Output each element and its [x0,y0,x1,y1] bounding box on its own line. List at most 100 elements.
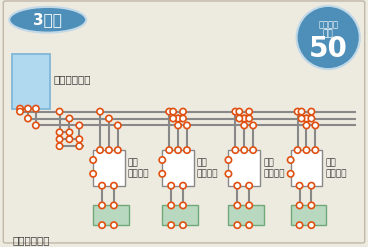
Circle shape [294,147,301,153]
Circle shape [180,183,186,189]
Text: 分岐
ユニット: 分岐 ユニット [128,158,149,178]
Circle shape [308,108,315,115]
Circle shape [184,122,190,129]
Bar [162,206,198,225]
Circle shape [111,202,117,208]
Circle shape [225,157,231,163]
Circle shape [166,147,172,153]
Circle shape [170,115,176,122]
Circle shape [296,222,303,228]
Circle shape [33,105,39,112]
Circle shape [175,122,181,129]
Circle shape [296,183,303,189]
Circle shape [294,108,301,115]
Circle shape [234,202,241,208]
Circle shape [250,122,256,129]
Circle shape [308,202,315,208]
Circle shape [66,115,72,122]
Circle shape [99,183,105,189]
Circle shape [184,147,190,153]
Circle shape [76,136,82,143]
Circle shape [25,105,31,112]
Circle shape [241,115,247,122]
Circle shape [76,143,82,149]
Bar [291,206,326,225]
Circle shape [168,202,174,208]
Circle shape [225,171,231,177]
Circle shape [250,147,256,153]
Circle shape [246,108,252,115]
Circle shape [111,222,117,228]
Circle shape [115,122,121,129]
Circle shape [241,147,247,153]
Circle shape [308,183,315,189]
Circle shape [175,147,181,153]
Circle shape [175,115,181,122]
Circle shape [90,157,96,163]
Circle shape [106,147,112,153]
Circle shape [168,183,174,189]
Circle shape [246,202,252,208]
Text: 50: 50 [309,35,348,63]
Circle shape [303,115,309,122]
Circle shape [90,171,96,177]
Circle shape [76,122,82,129]
Circle shape [97,108,103,115]
Circle shape [297,6,360,69]
Circle shape [56,136,63,143]
Circle shape [303,147,309,153]
Circle shape [232,108,238,115]
Text: 接続箇所: 接続箇所 [318,20,338,29]
Circle shape [241,122,247,129]
Circle shape [17,108,23,115]
Circle shape [168,222,174,228]
Circle shape [232,147,238,153]
Circle shape [312,147,319,153]
Circle shape [180,115,186,122]
Circle shape [17,105,23,112]
Circle shape [66,129,72,136]
Circle shape [166,108,172,115]
Circle shape [298,115,305,122]
Circle shape [97,147,103,153]
Circle shape [99,202,105,208]
Circle shape [180,202,186,208]
Bar [291,150,322,186]
Circle shape [180,108,186,115]
Bar [12,54,50,109]
Text: 室外ユニット: 室外ユニット [54,74,91,84]
Circle shape [25,115,31,122]
Circle shape [287,171,294,177]
Circle shape [296,202,303,208]
Ellipse shape [9,7,86,33]
Circle shape [234,183,241,189]
Circle shape [234,222,241,228]
Circle shape [236,115,243,122]
Circle shape [106,115,112,122]
Circle shape [56,143,63,149]
Circle shape [246,183,252,189]
Circle shape [159,171,166,177]
Circle shape [236,108,243,115]
Circle shape [303,122,309,129]
Circle shape [56,108,63,115]
Text: 3管式: 3管式 [33,12,62,27]
Circle shape [180,222,186,228]
Circle shape [246,115,252,122]
Bar [162,150,194,186]
Circle shape [308,222,315,228]
Bar [229,206,264,225]
Circle shape [170,108,176,115]
Circle shape [241,115,247,122]
Circle shape [246,222,252,228]
Text: 合計: 合計 [323,29,333,38]
Circle shape [111,183,117,189]
Circle shape [298,108,305,115]
Bar [93,150,125,186]
FancyBboxPatch shape [3,1,365,243]
Circle shape [175,115,181,122]
Circle shape [308,115,315,122]
Text: 分岐
ユニット: 分岐 ユニット [263,158,284,178]
Circle shape [312,122,319,129]
Circle shape [99,222,105,228]
